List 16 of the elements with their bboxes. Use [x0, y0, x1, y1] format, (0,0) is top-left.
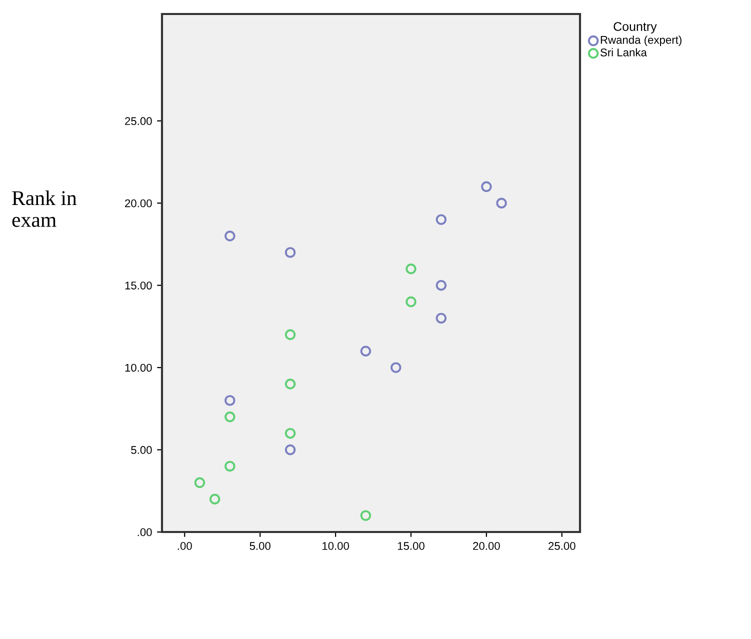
y-tick-label: 25.00 [125, 117, 152, 126]
x-tick-label: 10.00 [322, 542, 350, 550]
x-tick-label: .00 [178, 542, 192, 550]
y-tick-label: 5.00 [131, 446, 152, 454]
x-tick-label: 20.00 [473, 542, 500, 550]
y-tick-label: .00 [138, 528, 152, 536]
x-tick-label: 5.00 [250, 542, 270, 550]
x-tick-label: 15.00 [398, 542, 424, 550]
y-axis-title: Rank in exam [12, 190, 77, 227]
legend-title: Country [614, 22, 657, 34]
y-tick-label: 15.00 [125, 282, 152, 290]
legend-label: Sri Lanka [600, 48, 647, 56]
legend-label: Rwanda (expert) [600, 36, 682, 46]
x-tick-label: 25.00 [548, 542, 576, 550]
y-tick-label: 10.00 [125, 364, 152, 372]
y-tick-label: 20.00 [125, 199, 152, 208]
